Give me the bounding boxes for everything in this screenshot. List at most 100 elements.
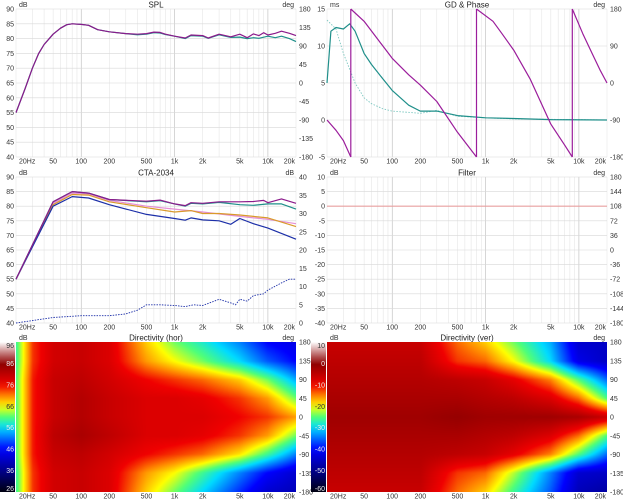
series-directivity-index (15, 278, 296, 324)
y2-tick-label: 135 (299, 358, 311, 365)
y-tick-label: -5 (319, 155, 325, 162)
colorbar-tick-label: 96 (6, 343, 14, 350)
colorbar-tick-label: 36 (6, 468, 14, 475)
y2-tick-label: -135 (610, 471, 623, 478)
y2-tick-label: 30 (299, 211, 307, 218)
left-unit-label: dB (330, 170, 339, 177)
y2-tick-label: -135 (299, 471, 313, 478)
colorbar (311, 342, 326, 492)
y2-tick-label: -180 (610, 321, 623, 328)
colorbar-tick-label: 46 (6, 447, 14, 454)
x-tick-label: 100 (75, 494, 87, 500)
right-unit-label: deg (593, 2, 605, 9)
x-tick-label: 1k (482, 494, 490, 500)
x-tick-label: 50 (49, 159, 57, 166)
series-group-delay (326, 23, 608, 121)
y-tick-label: 40 (6, 321, 14, 328)
y-tick-label: 0 (321, 204, 325, 211)
chart-title: Directivity (hor) (129, 334, 183, 343)
series-phase (571, 8, 608, 84)
y-tick-label: -10 (315, 233, 325, 240)
series-phase (350, 8, 477, 158)
y2-tick-label: 25 (299, 229, 307, 236)
x-tick-label: 20k (284, 325, 296, 332)
y2-tick-label: 180 (610, 7, 622, 14)
y2-tick-label: -180 (299, 155, 313, 162)
y-tick-label: 10 (317, 44, 325, 51)
chart-cta: 9085807570656055504540403530252015105020… (6, 169, 307, 332)
y2-tick-label: -180 (610, 155, 623, 162)
y2-tick-label: 45 (299, 396, 307, 403)
x-tick-label: 500 (452, 494, 464, 500)
x-tick-label: 200 (414, 325, 426, 332)
x-tick-label: 1k (482, 159, 490, 166)
y2-tick-label: 5 (299, 302, 303, 309)
colorbar (0, 342, 15, 492)
series-early-reflections (15, 193, 297, 280)
x-tick-label: 20k (284, 494, 296, 500)
x-tick-label: 2k (510, 494, 518, 500)
y2-tick-label: -90 (299, 118, 309, 125)
y2-tick-label: 180 (610, 340, 622, 347)
colorbar-tick-label: -20 (315, 404, 325, 411)
left-unit-label: dB (19, 2, 28, 9)
chart-filter: 1050-5-10-15-20-25-30-35-401801441087236… (315, 169, 623, 332)
y-tick-label: 65 (6, 81, 14, 88)
y2-tick-label: -108 (610, 291, 623, 298)
y2-tick-label: -45 (299, 433, 309, 440)
left-unit-label: ms (330, 2, 340, 9)
y2-tick-label: 10 (299, 284, 307, 291)
x-tick-label: 20Hz (19, 159, 36, 166)
x-tick-label: 100 (386, 159, 398, 166)
y-tick-label: 55 (6, 277, 14, 284)
series-phase (476, 8, 573, 158)
x-tick-label: 10k (262, 325, 274, 332)
y-tick-label: 80 (6, 204, 14, 211)
y-tick-label: 65 (6, 248, 14, 255)
y2-tick-label: 40 (299, 175, 307, 182)
series-on-axis (15, 23, 297, 113)
x-tick-label: 5k (547, 159, 555, 166)
x-tick-label: 5k (236, 494, 244, 500)
y2-tick-label: 135 (299, 25, 311, 32)
x-tick-label: 100 (75, 325, 87, 332)
right-unit-label: deg (282, 335, 294, 342)
x-tick-label: 5k (547, 494, 555, 500)
x-tick-label: 1k (482, 325, 490, 332)
y-tick-label: 60 (6, 262, 14, 269)
y2-tick-label: -90 (299, 452, 309, 459)
y2-tick-label: 72 (610, 218, 618, 225)
colorbar-tick-label: -10 (315, 382, 325, 389)
x-tick-label: 200 (103, 325, 115, 332)
x-tick-label: 200 (414, 159, 426, 166)
y2-tick-label: 90 (299, 44, 307, 51)
y2-tick-label: 108 (610, 204, 622, 211)
y2-tick-label: 90 (610, 377, 618, 384)
x-tick-label: 20Hz (330, 494, 347, 500)
series-on-axis (15, 191, 297, 280)
y2-tick-label: -144 (610, 306, 623, 313)
y2-tick-label: 0 (610, 248, 614, 255)
y-tick-label: -35 (315, 306, 325, 313)
colorbar-tick-label: -40 (315, 447, 325, 454)
chart-title: Directivity (ver) (440, 334, 494, 343)
y2-tick-label: -36 (610, 262, 620, 269)
colorbar-tick-label: 86 (6, 361, 14, 368)
series-predicted-in-room (15, 192, 297, 280)
colorbar-tick-label: -50 (315, 468, 325, 475)
y2-tick-label: -45 (610, 433, 620, 440)
x-tick-label: 20k (595, 325, 607, 332)
x-tick-label: 20Hz (19, 494, 36, 500)
y-tick-label: 50 (6, 125, 14, 132)
x-tick-label: 50 (360, 325, 368, 332)
y-tick-label: -40 (315, 321, 325, 328)
y2-tick-label: 20 (299, 248, 307, 255)
x-tick-label: 20Hz (330, 325, 347, 332)
x-tick-label: 20Hz (330, 159, 347, 166)
y2-tick-label: 180 (610, 175, 622, 182)
colorbar-tick-label: 76 (6, 382, 14, 389)
x-tick-label: 1k (171, 494, 179, 500)
x-tick-label: 10k (573, 494, 585, 500)
y-tick-label: -30 (315, 291, 325, 298)
